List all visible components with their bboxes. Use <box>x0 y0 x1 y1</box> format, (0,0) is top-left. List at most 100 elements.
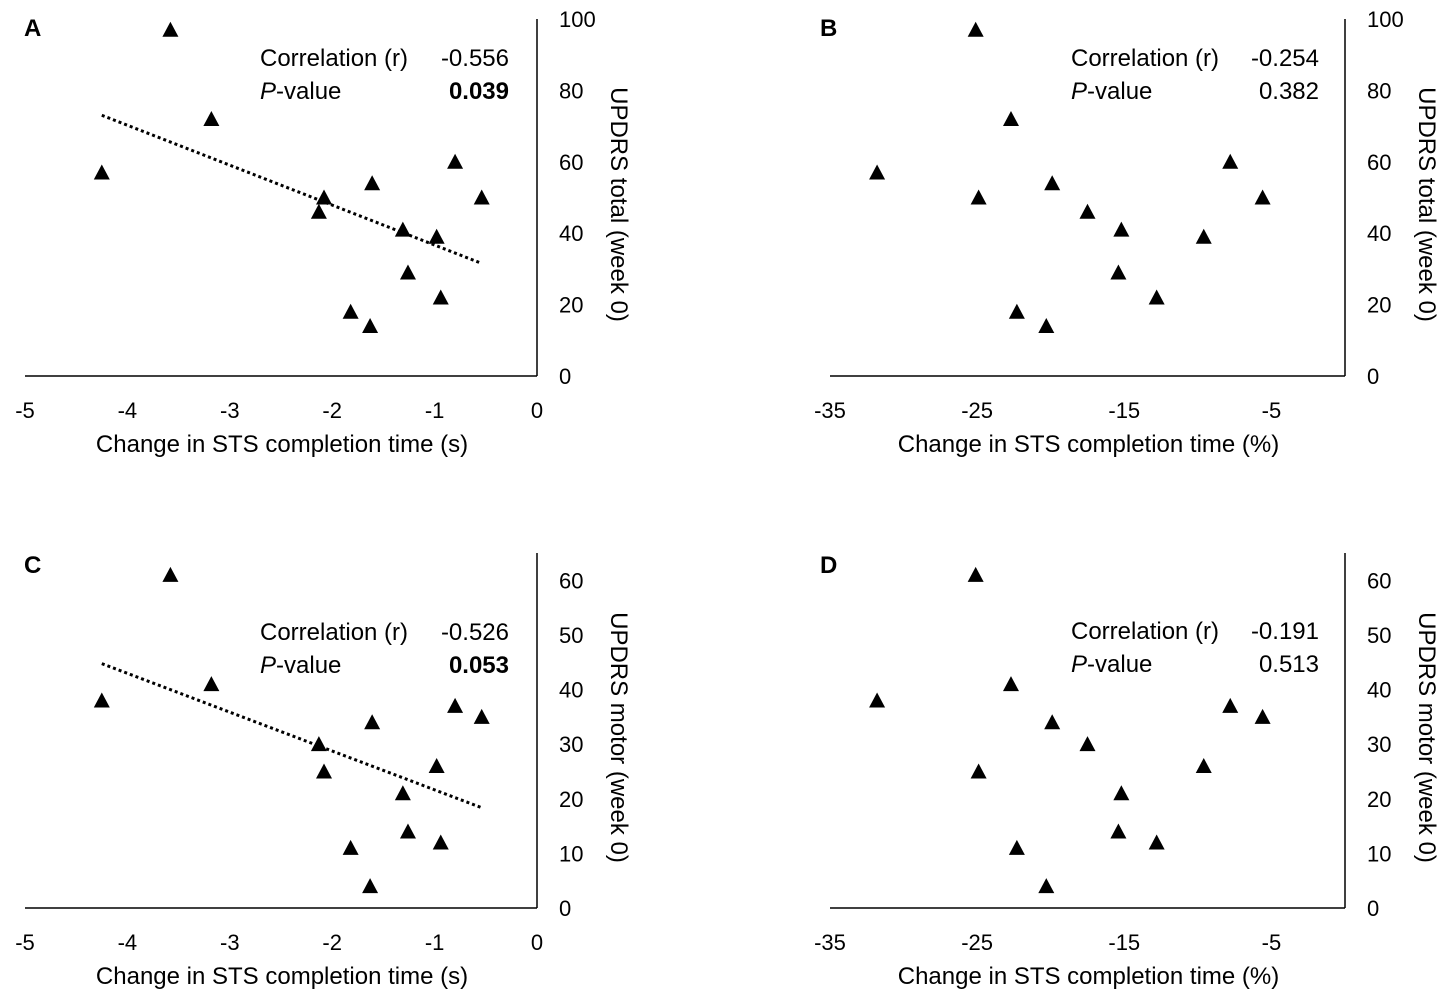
data-point <box>364 714 381 730</box>
panel-letter: A <box>24 15 41 42</box>
x-tick-label: -25 <box>961 930 993 955</box>
x-axis-label: Change in STS completion time (%) <box>898 963 1280 989</box>
panel-letter: C <box>24 552 41 579</box>
data-point <box>1044 175 1061 191</box>
correlation-label: Correlation (r) <box>260 45 408 72</box>
data-point <box>203 110 220 126</box>
x-tick-label: 0 <box>531 930 543 955</box>
data-point <box>93 692 110 708</box>
data-point <box>1002 110 1019 126</box>
correlation-label: Correlation (r) <box>1071 45 1219 72</box>
data-point <box>162 566 179 582</box>
data-point <box>310 736 327 752</box>
data-point <box>447 697 464 713</box>
trend-line <box>101 662 483 810</box>
data-point <box>342 303 359 319</box>
data-point <box>970 189 987 205</box>
data-point <box>428 228 445 244</box>
pvalue-value: 0.513 <box>1259 651 1319 678</box>
y-tick-label: 40 <box>1367 678 1391 703</box>
x-tick-label: -25 <box>961 398 993 423</box>
correlation-label: Correlation (r) <box>1071 618 1219 645</box>
y-tick-label: 40 <box>1367 221 1391 246</box>
x-tick-label: 0 <box>531 398 543 423</box>
x-tick-label: -35 <box>814 930 846 955</box>
data-point <box>1044 714 1061 730</box>
correlation-value: -0.191 <box>1251 618 1319 645</box>
correlation-value: -0.526 <box>441 619 509 646</box>
data-point <box>473 708 490 724</box>
data-point <box>1195 228 1212 244</box>
trend-line <box>101 113 483 265</box>
y-axis-label: UPDRS motor (week 0) <box>605 612 632 863</box>
panel-letter: D <box>820 552 837 579</box>
data-point <box>869 692 886 708</box>
pvalue-label: P-value <box>1071 78 1152 105</box>
x-tick-label: -5 <box>15 930 35 955</box>
data-point <box>162 21 179 37</box>
panel-d: D -35 -25 -15 -5 0 10 20 30 40 50 60 Change in STS c… <box>814 552 1440 989</box>
x-tick-label: -4 <box>118 930 138 955</box>
y-tick-label: 50 <box>559 623 583 648</box>
data-point <box>1079 736 1096 752</box>
y-tick-label: 20 <box>1367 293 1391 318</box>
data-point <box>203 676 220 692</box>
pvalue-label: P-value <box>260 652 341 679</box>
panel-a: A -5 -4 -3 -2 -1 00 20 40 60 80 100 Change in STS co… <box>15 7 632 458</box>
panel-letter: B <box>820 15 837 42</box>
data-point <box>316 763 333 779</box>
data-point <box>970 763 987 779</box>
data-point <box>967 21 984 37</box>
y-tick-label: 20 <box>559 293 583 318</box>
data-point <box>364 175 381 191</box>
data-point <box>1038 878 1055 894</box>
x-tick-label: -1 <box>425 930 445 955</box>
x-axis-label: Change in STS completion time (s) <box>96 431 468 458</box>
data-point <box>394 221 411 237</box>
pvalue-value: 0.039 <box>449 78 509 105</box>
y-tick-label: 100 <box>559 7 596 32</box>
y-tick-label: 0 <box>1367 364 1379 389</box>
pvalue-label: P-value <box>260 78 341 105</box>
data-point <box>1222 697 1239 713</box>
data-point <box>1002 676 1019 692</box>
x-tick-label: -5 <box>1262 930 1282 955</box>
y-axis-label: UPDRS motor (week 0) <box>1413 612 1440 863</box>
panel-b: B -35 -25 -15 -5 0 20 40 60 80 100 Change in STS co… <box>814 7 1440 458</box>
data-point <box>1113 221 1130 237</box>
y-tick-label: 0 <box>559 364 571 389</box>
x-tick-label: -5 <box>1262 398 1282 423</box>
data-point <box>362 878 379 894</box>
data-point <box>1008 303 1025 319</box>
data-point <box>1038 318 1055 334</box>
y-tick-label: 100 <box>1367 7 1404 32</box>
x-axis-label: Change in STS completion time (%) <box>898 431 1280 458</box>
y-tick-label: 60 <box>559 150 583 175</box>
data-point <box>447 153 464 169</box>
correlation-value: -0.556 <box>441 45 509 72</box>
data-point <box>1254 708 1271 724</box>
y-tick-label: 60 <box>559 568 583 593</box>
x-tick-label: -3 <box>220 398 240 423</box>
x-tick-label: -2 <box>322 930 342 955</box>
data-point <box>399 264 416 280</box>
y-axis-label: UPDRS total (week 0) <box>605 87 632 322</box>
data-point <box>1008 839 1025 855</box>
data-point <box>1148 834 1165 850</box>
data-point <box>310 203 327 219</box>
y-tick-label: 20 <box>559 787 583 812</box>
y-tick-label: 60 <box>1367 150 1391 175</box>
data-point <box>316 189 333 205</box>
pvalue-label: P-value <box>1071 651 1152 678</box>
data-point <box>1110 264 1127 280</box>
y-tick-label: 80 <box>1367 78 1391 103</box>
x-tick-label: -5 <box>15 398 35 423</box>
x-tick-label: -1 <box>425 398 445 423</box>
y-tick-label: 0 <box>559 896 571 921</box>
y-tick-label: 10 <box>1367 841 1391 866</box>
data-point <box>1195 758 1212 773</box>
data-point <box>473 189 490 205</box>
data-point <box>342 839 359 855</box>
x-axis-label: Change in STS completion time (s) <box>96 963 468 989</box>
y-tick-label: 40 <box>559 678 583 703</box>
